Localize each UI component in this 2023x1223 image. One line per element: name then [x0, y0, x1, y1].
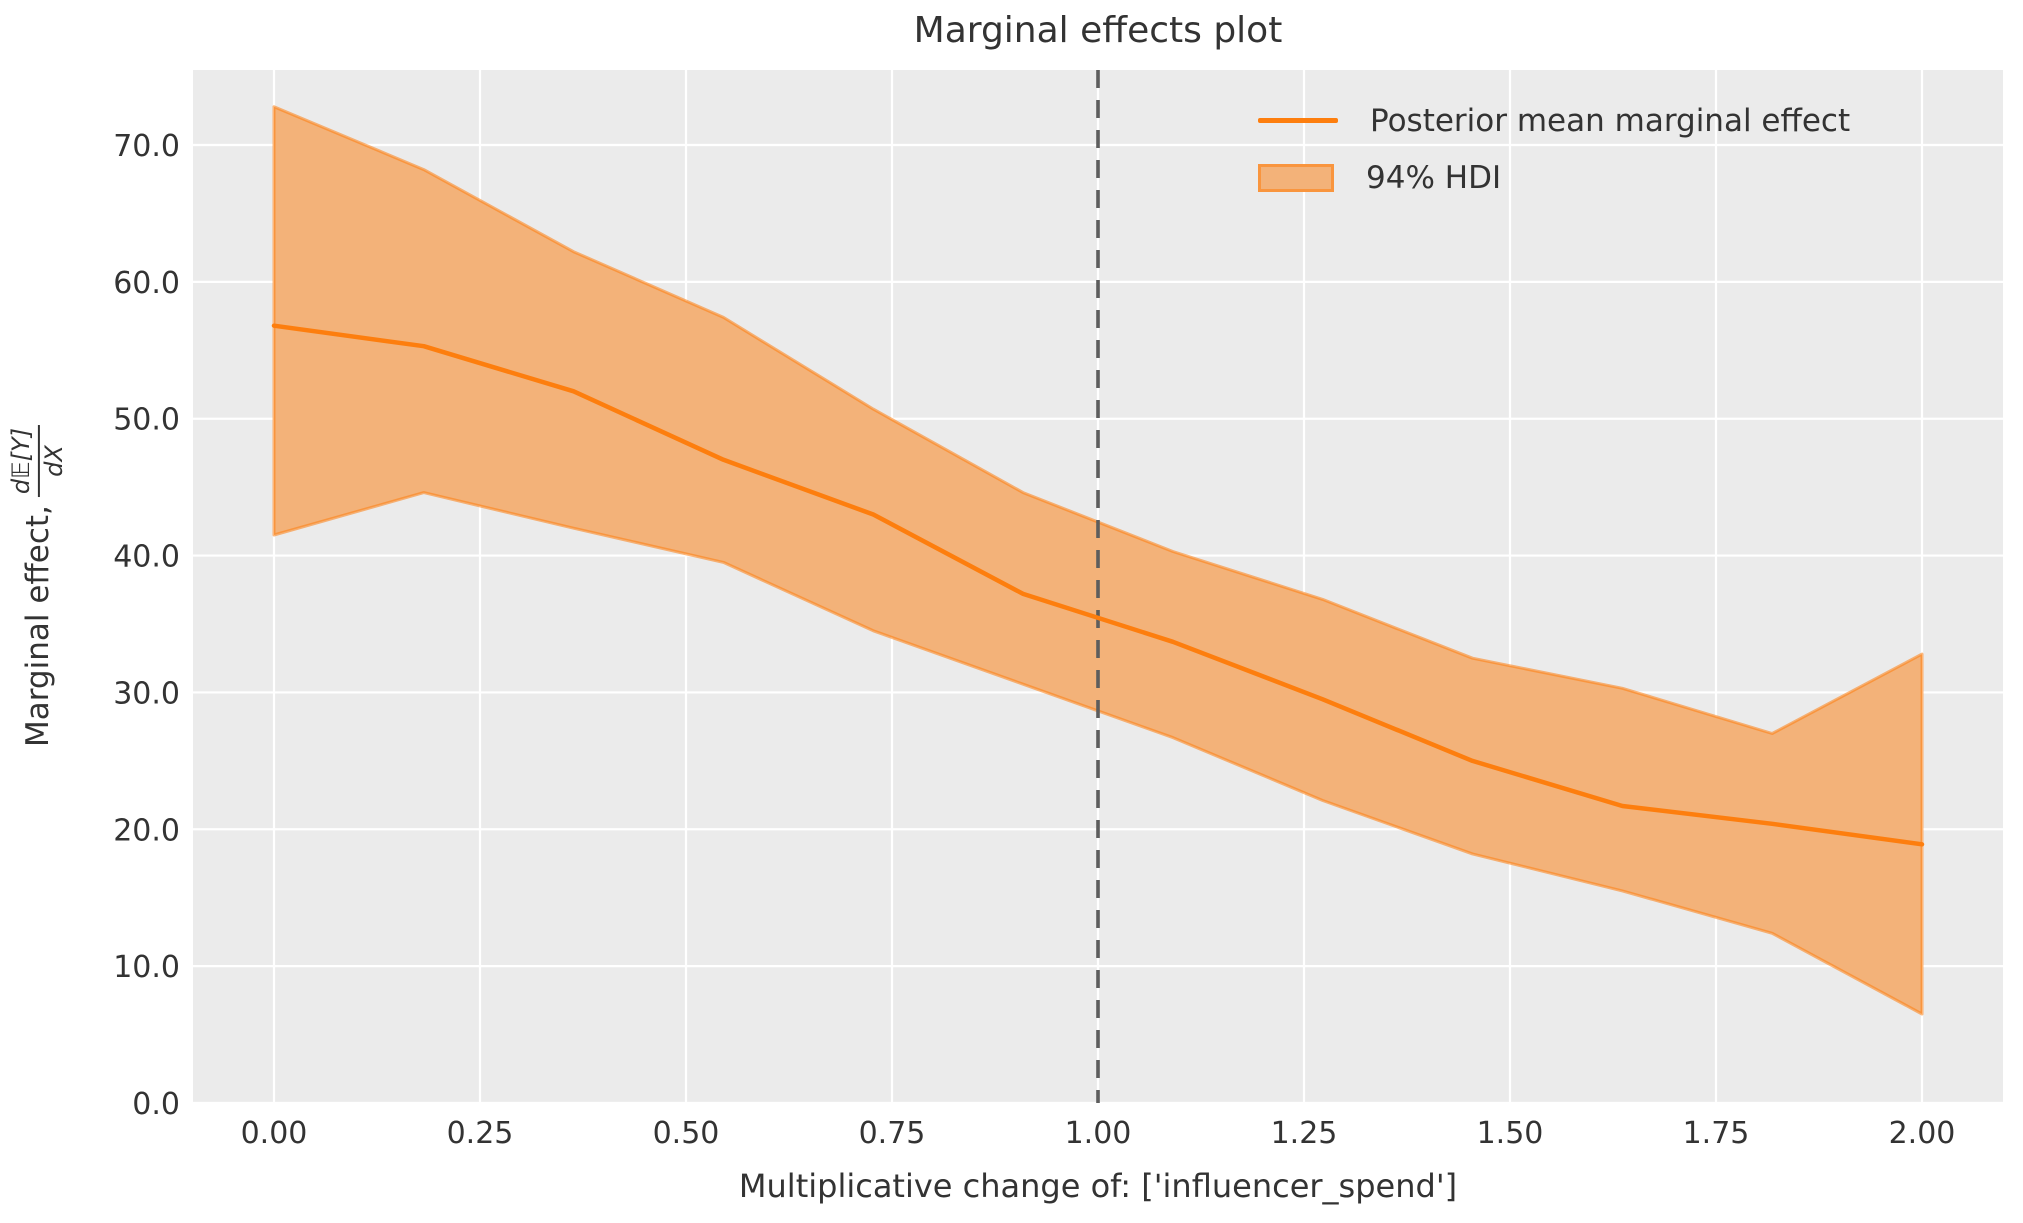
y-axis-label-fraction: d𝔼[Y] dX: [7, 424, 68, 498]
y-axis-label: Marginal effect, d𝔼[Y] dX: [7, 424, 68, 748]
x-tick-label: 0.25: [447, 1116, 514, 1151]
x-tick-label: 0.75: [859, 1116, 926, 1151]
legend-label: 94% HDI: [1366, 159, 1502, 196]
chart-title: Marginal effects plot: [914, 10, 1283, 51]
y-tick-label: 60.0: [113, 266, 180, 301]
y-tick-label: 70.0: [113, 129, 180, 164]
y-tick-labels: 0.0 10.0 20.0 30.0 40.0 50.0 60.0 70.0: [113, 129, 180, 1122]
x-tick-label: 0.50: [653, 1116, 720, 1151]
y-tick-label: 0.0: [132, 1087, 180, 1122]
y-tick-label: 20.0: [113, 813, 180, 848]
y-axis-label-text: Marginal effect,: [20, 505, 56, 748]
legend: Posterior mean marginal effect 94% HDI: [1258, 102, 1850, 196]
x-tick-label: 0.00: [241, 1116, 308, 1151]
x-tick-label: 2.00: [1889, 1116, 1956, 1151]
legend-item-hdi: 94% HDI: [1258, 159, 1850, 196]
x-tick-label: 1.50: [1477, 1116, 1544, 1151]
legend-label: Posterior mean marginal effect: [1370, 102, 1851, 139]
x-tick-label: 1.00: [1065, 1116, 1132, 1151]
y-tick-label: 50.0: [113, 403, 180, 438]
legend-patch-swatch: [1258, 163, 1334, 192]
x-tick-label: 1.75: [1683, 1116, 1750, 1151]
y-tick-label: 40.0: [113, 540, 180, 575]
y-tick-label: 30.0: [113, 676, 180, 711]
posterior-mean-line: [271, 323, 1925, 847]
x-tick-labels: 0.00 0.25 0.50 0.75 1.00 1.25 1.50 1.75 2.00: [241, 1116, 1956, 1151]
legend-item-mean: Posterior mean marginal effect: [1258, 102, 1850, 139]
fraction-denominator: dX: [39, 445, 68, 477]
x-tick-label: 1.25: [1271, 1116, 1338, 1151]
y-tick-label: 10.0: [113, 950, 180, 985]
legend-line-swatch: [1258, 118, 1338, 123]
x-axis-label: Multiplicative change of: ['influencer_s…: [738, 1167, 1458, 1205]
fraction-numerator: d𝔼[Y]: [7, 424, 40, 498]
